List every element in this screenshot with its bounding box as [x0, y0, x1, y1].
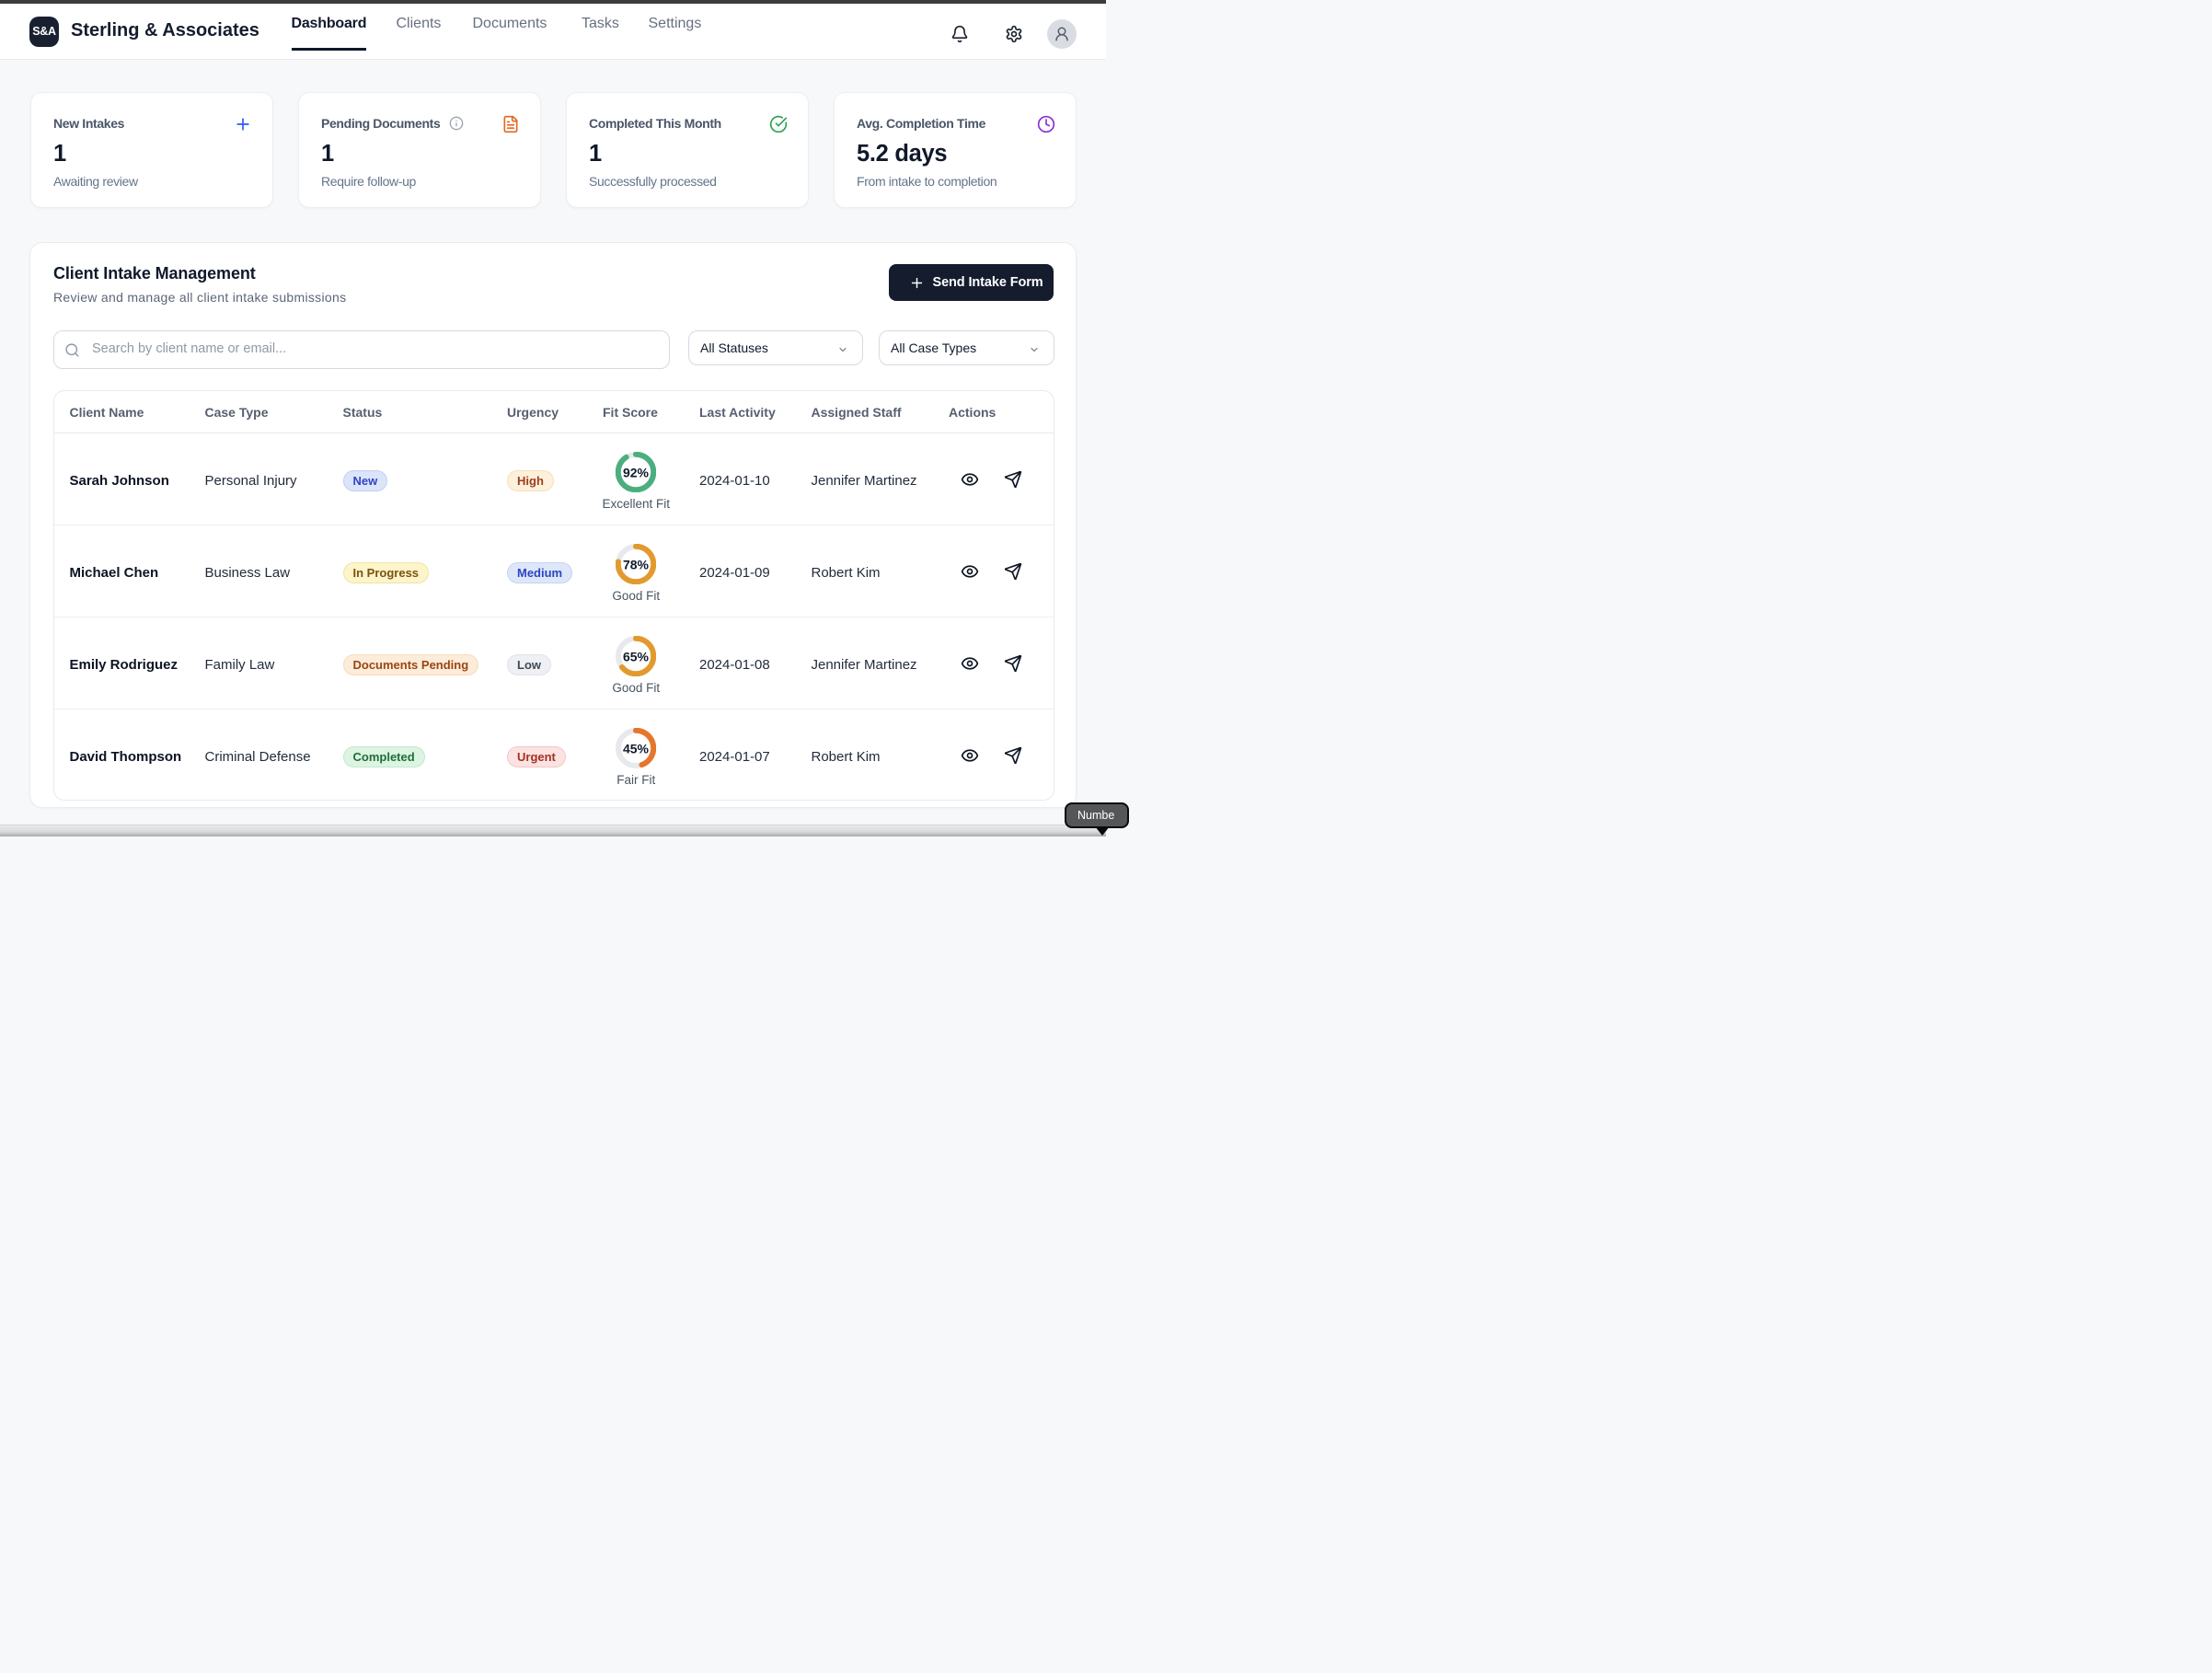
- svg-text:65%: 65%: [623, 650, 650, 664]
- svg-text:92%: 92%: [623, 466, 650, 480]
- svg-text:78%: 78%: [623, 558, 650, 572]
- svg-text:45%: 45%: [623, 742, 650, 756]
